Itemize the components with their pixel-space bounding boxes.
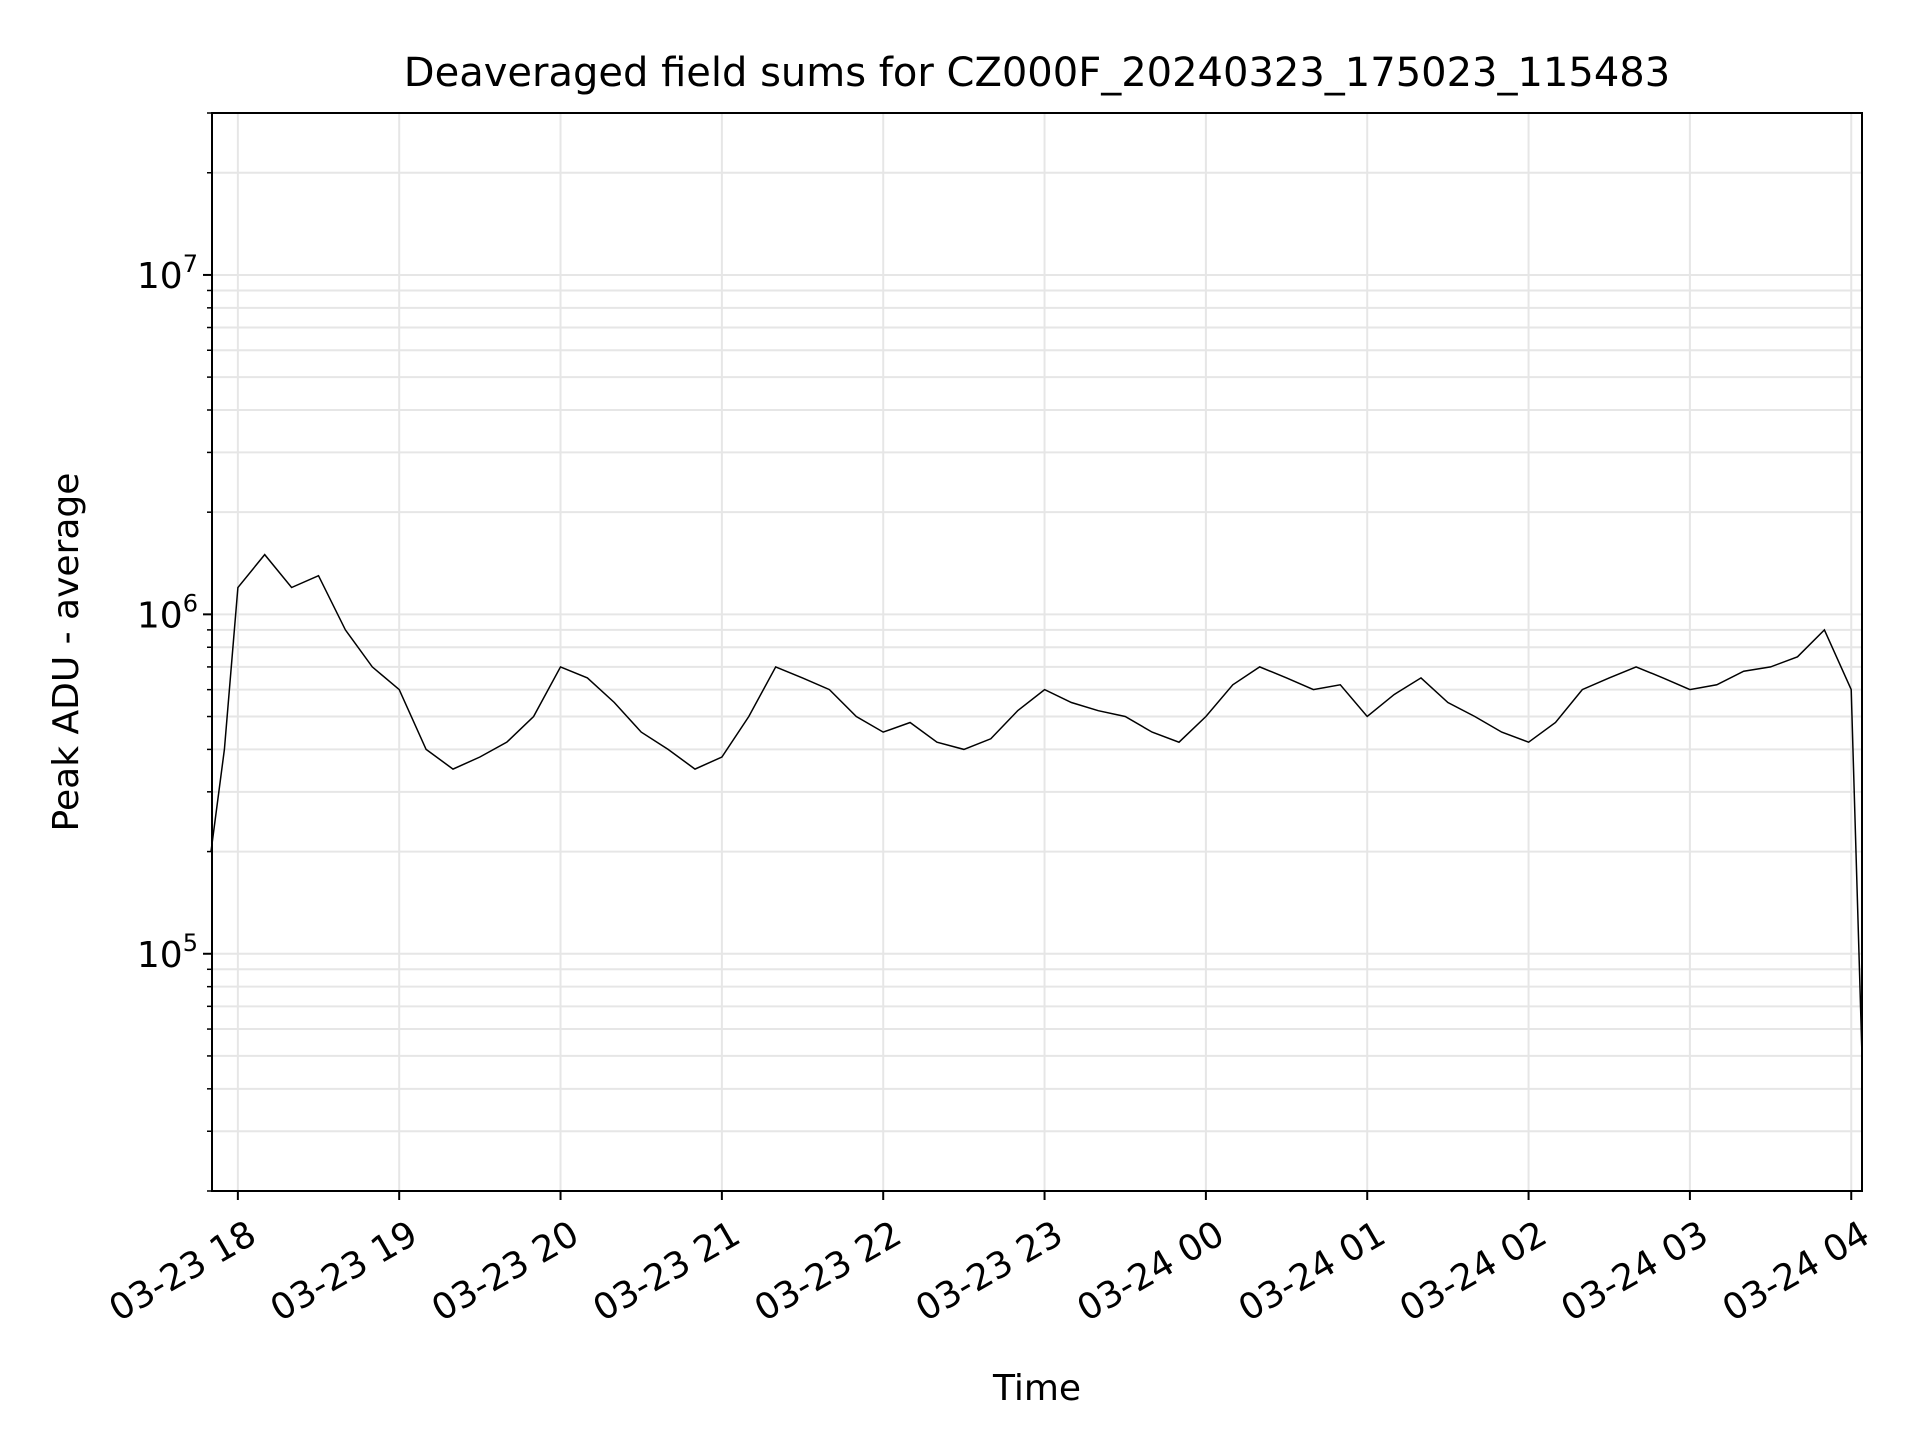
y-axis-label: Peak ADU - average (46, 473, 87, 832)
y-tick-label: 105 (137, 929, 198, 976)
grid (212, 112, 1862, 1192)
y-axis: 105 106 107 (137, 112, 212, 1192)
series-line (210, 553, 1863, 1056)
x-axis-label: Time (992, 1368, 1081, 1409)
plot-frame (211, 112, 1863, 1192)
y-tick-label: 107 (137, 250, 198, 297)
series-group (210, 553, 1863, 1056)
y-tick-label: 106 (137, 589, 198, 636)
chart-title: Deaveraged field sums for CZ000F_2024032… (404, 50, 1670, 96)
